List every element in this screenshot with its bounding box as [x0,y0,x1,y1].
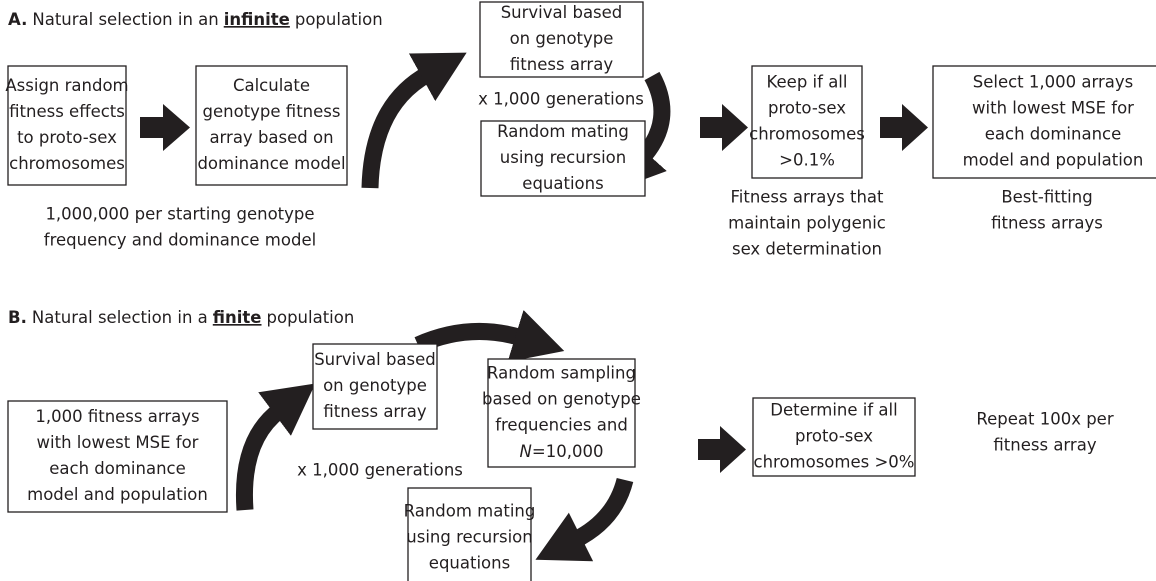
curved-arrow [535,477,634,562]
box-text: fitness array [510,55,613,74]
box-text: Random mating [404,502,536,521]
process-box [932,65,1156,179]
process-box [487,358,636,468]
box-text: on genotype [323,376,427,395]
box-text: using recursion [500,148,626,167]
loop-label: x 1,000 generations [297,461,463,480]
box-text: using recursion [406,528,532,547]
arrow [698,426,746,473]
caption-text: maintain polygenic [728,214,886,233]
box-text: array based on [209,128,333,147]
box-text: frequencies and [495,416,628,435]
caption-text: frequency and dominance model [44,231,316,250]
title-text: population [267,308,355,327]
box-text: model and population [27,485,208,504]
caption-text: fitness array [993,436,1096,455]
arrow [880,104,928,151]
box-text: Select 1,000 arrays [973,73,1134,92]
loop-label: x 1,000 generations [478,90,644,109]
panel-title: A. Natural selection in an infinite populat… [8,10,383,29]
box-text: chromosomes >0% [754,453,915,472]
box-text: each dominance [985,125,1122,144]
process-box [7,65,127,186]
process-box [751,65,863,179]
box-text: Assign random [5,76,128,95]
box-text: genotype fitness [203,102,341,121]
caption-text: Best-fitting [1001,188,1092,207]
line-text: =10,000 [532,442,604,461]
caption-text: sex determination [732,240,882,259]
box-text: Calculate [233,76,310,95]
box-text: on genotype [510,29,614,48]
caption-text: Repeat 100x per [976,410,1113,429]
box-text: fitness effects [9,102,125,121]
arrow [140,104,190,151]
box-text: Random sampling [487,364,636,383]
box-text: Survival based [501,3,623,22]
box-text: equations [429,554,510,573]
title-text: population [295,10,383,29]
process-box [7,400,228,513]
panel-label: A. [8,10,27,29]
process-box [195,65,348,186]
box-text: proto-sex [795,427,873,446]
process-box [479,1,644,78]
box-text: N=10,000 [520,442,604,461]
italic-symbol: N [520,442,532,461]
caption-text: Fitness arrays that [730,188,884,207]
box-text: Survival based [314,350,436,369]
title-text: Natural selection in a [32,308,208,327]
title-emphasis: finite [213,308,262,327]
box-text: Random mating [497,122,629,141]
caption-text: fitness arrays [991,214,1103,233]
box-text: 1,000 fitness arrays [35,407,199,426]
curved-arrow [361,52,467,189]
box-text: >0.1% [779,151,835,170]
box-text: to proto-sex [17,128,117,147]
box-text: equations [522,174,603,193]
box-text: with lowest MSE for [37,433,199,452]
box-text: dominance model [197,154,345,173]
box-text: Keep if all [767,73,848,92]
box-text: each dominance [49,459,186,478]
curved-arrow [612,71,671,191]
box-text: fitness array [323,402,426,421]
box-text: model and population [963,151,1144,170]
title-text: Natural selection in an [32,10,218,29]
process-box [752,397,916,477]
box-text: Determine if all [770,401,897,420]
curved-arrow [414,310,565,363]
curved-arrow [235,383,316,511]
arrow [700,104,748,151]
box-text: chromosomes [749,125,865,144]
process-box [312,343,438,430]
panel-label: B. [8,308,27,327]
box-text: based on genotype [482,390,641,409]
process-box [407,487,532,581]
panel-title: B. Natural selection in a finite population [8,308,354,327]
caption-text: 1,000,000 per starting genotype [45,205,314,224]
process-box [480,120,646,197]
box-text: chromosomes [9,154,125,173]
box-text: proto-sex [768,99,846,118]
title-emphasis: infinite [224,10,290,29]
box-text: with lowest MSE for [972,99,1134,118]
